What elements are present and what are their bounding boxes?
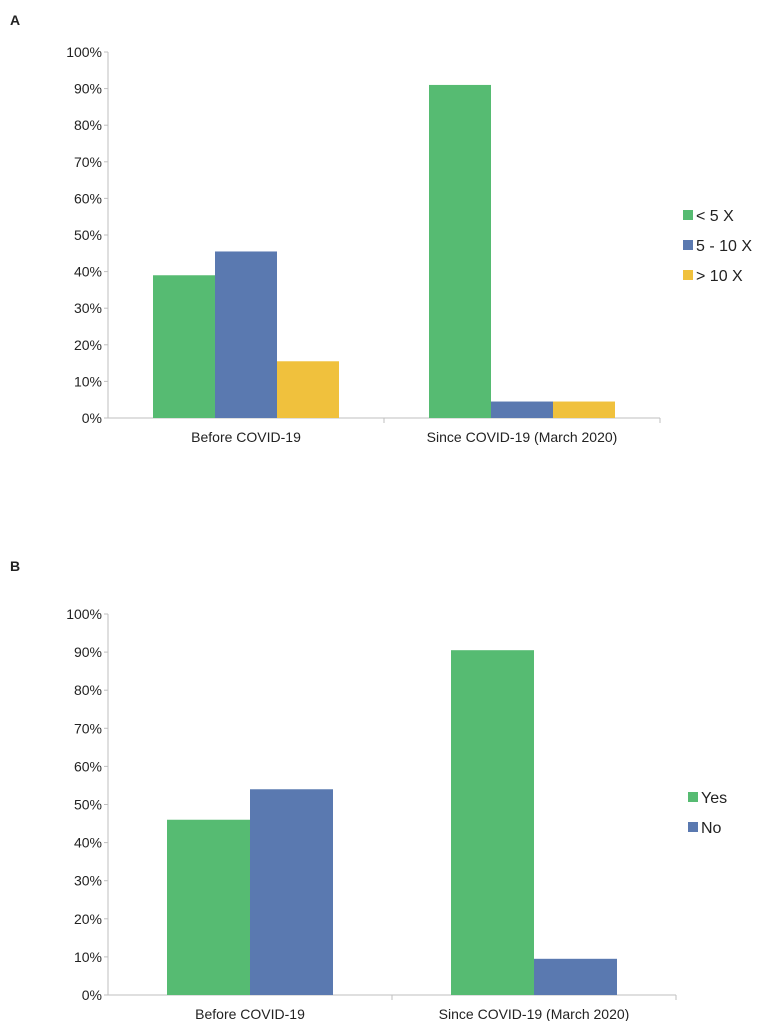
- legend-label: No: [701, 820, 722, 837]
- y-tick-label: 70%: [74, 154, 102, 170]
- x-tick-label: Since COVID-19 (March 2020): [427, 429, 618, 445]
- legend-label: Yes: [701, 790, 727, 807]
- bar: [429, 84, 491, 418]
- legend-label: 5 - 10 X: [696, 238, 752, 255]
- bar: [153, 275, 215, 418]
- legend-swatch: [683, 210, 693, 220]
- legend-label: < 5 X: [696, 208, 734, 225]
- legend-swatch: [683, 270, 693, 280]
- bar: [277, 361, 339, 418]
- chart-a: 0% 10% 20% 30% 40% 50% 60% 70% 80% 90% 100% Before …: [66, 44, 752, 445]
- y-tick-label: 40%: [74, 835, 102, 851]
- y-tick-label: 30%: [74, 873, 102, 889]
- bar: [250, 789, 333, 995]
- y-tick-label: 20%: [74, 337, 102, 353]
- legend-swatch: [688, 822, 698, 832]
- y-tick-label: 10%: [74, 373, 102, 389]
- bar: [451, 650, 534, 995]
- y-tick-label: 30%: [74, 300, 102, 316]
- legend-swatch: [688, 792, 698, 802]
- chart-panel-a: A 0% 10% 20% 30% 40% 50% 60% 70% 80% 90% 100% Befor…: [0, 0, 765, 480]
- y-tick-label: 100%: [66, 606, 102, 622]
- y-tick-label: 80%: [74, 682, 102, 698]
- bar: [491, 401, 553, 418]
- panel-label: A: [10, 12, 21, 28]
- y-tick-label: 10%: [74, 949, 102, 965]
- y-tick-label: 100%: [66, 44, 102, 60]
- chart-b: 0% 10% 20% 30% 40% 50% 60% 70% 80% 90% 100% Before …: [66, 606, 727, 1022]
- bar: [215, 251, 277, 418]
- y-tick-label: 60%: [74, 758, 102, 774]
- legend-label: > 10 X: [696, 268, 743, 285]
- y-tick-label: 60%: [74, 190, 102, 206]
- y-tick-label: 20%: [74, 911, 102, 927]
- y-tick-label: 90%: [74, 81, 102, 97]
- y-tick-label: 0%: [82, 987, 102, 1003]
- bar: [167, 819, 250, 995]
- panel-label: B: [10, 558, 21, 574]
- y-tick-label: 0%: [82, 410, 102, 426]
- chart-panel-b: B 0% 10% 20% 30% 40% 50% 60% 70% 80% 90% 100% Befor…: [0, 540, 765, 1022]
- y-tick-label: 50%: [74, 227, 102, 243]
- y-tick-label: 70%: [74, 720, 102, 736]
- bar: [553, 401, 615, 418]
- x-tick-label: Before COVID-19: [191, 429, 301, 445]
- y-tick-label: 80%: [74, 117, 102, 133]
- x-tick-label: Since COVID-19 (March 2020): [439, 1006, 630, 1021]
- bar: [534, 958, 617, 995]
- y-tick-label: 50%: [74, 797, 102, 813]
- y-tick-label: 40%: [74, 264, 102, 280]
- legend-swatch: [683, 240, 693, 250]
- x-tick-label: Before COVID-19: [195, 1006, 305, 1021]
- y-tick-label: 90%: [74, 644, 102, 660]
